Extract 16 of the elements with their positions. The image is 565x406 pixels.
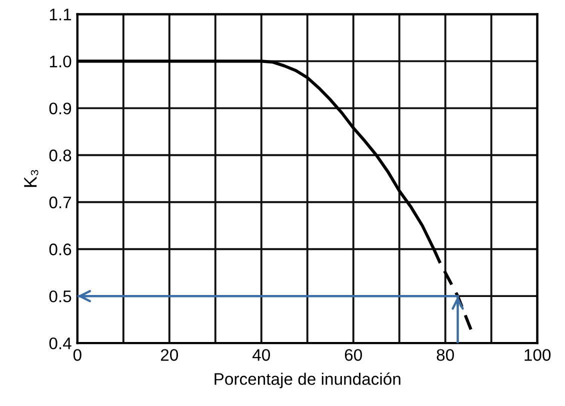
y-tick-label: 0.6 [49,244,72,256]
x-tick-label: 40 [252,349,270,361]
x-tick-label: 80 [436,349,454,361]
x-tick-label: 100 [524,349,551,361]
y-axis-title: K₃ [24,170,38,187]
y-tick-label: 0.7 [49,196,72,208]
y-tick-label: 0.5 [49,290,72,302]
y-tick-label: 0.8 [49,150,72,162]
y-tick-label: 0.9 [49,102,72,114]
y-tick-label: 0.4 [49,337,72,350]
x-tick-label: 20 [160,349,178,361]
x-tick-label: 60 [344,349,362,361]
y-tick-label: 1.1 [50,8,72,20]
x-axis-title: Porcentaje de inundación [214,372,400,388]
y-tick-label: 1.0 [50,56,72,68]
x-tick-label: 0 [73,349,82,361]
